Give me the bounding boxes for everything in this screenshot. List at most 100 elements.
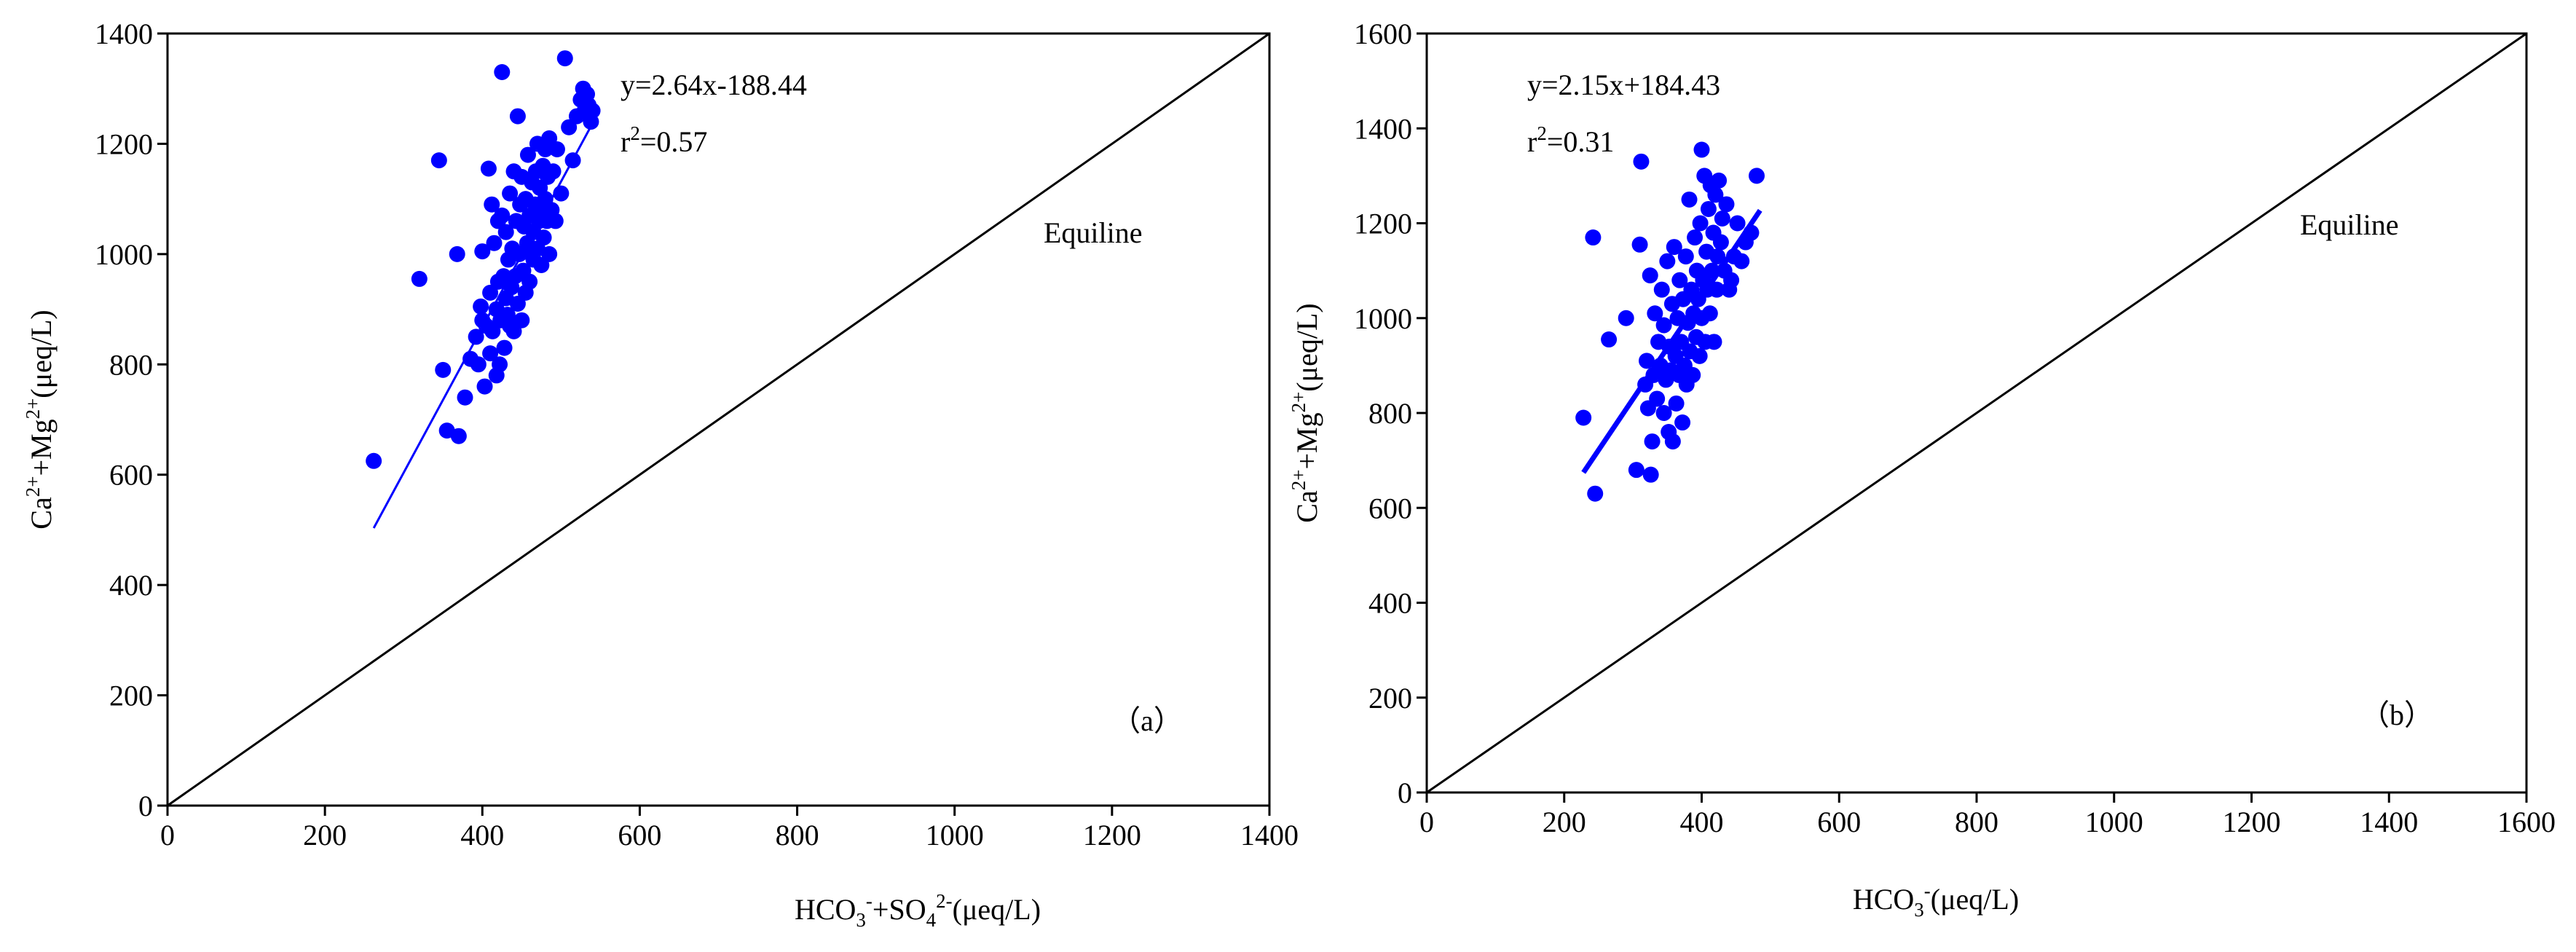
data-point [1677,248,1694,265]
y-label-part: Ca [25,497,58,530]
x-tick-label: 400 [460,819,504,851]
equiline-label: Equiline [1044,216,1143,249]
data-point [1575,409,1592,426]
panel-label: （a） [1111,704,1183,737]
x-tick-label: 800 [776,819,819,851]
data-point [548,141,565,157]
data-point [1642,466,1659,483]
data-point [468,329,484,345]
x-tick-label: 200 [1543,806,1586,838]
y-label-sup: 2+ [1288,470,1309,491]
data-point [457,389,473,406]
data-point [1644,433,1661,450]
data-point [1649,390,1666,407]
y-tick-label: 200 [1368,682,1412,715]
data-point [497,224,514,240]
x-label-sup: 2- [936,890,953,912]
data-point [1706,334,1722,350]
data-point [1664,433,1681,450]
x-label-sup: - [1924,880,1931,902]
data-point [1707,186,1724,203]
y-axis-title: Ca2++Mg2+(μeq/L) [22,310,58,529]
data-point [482,345,499,362]
y-tick-label: 600 [109,459,153,492]
data-point [450,428,467,444]
data-point [505,323,522,339]
y-label-part: Ca [1291,490,1323,523]
data-point [509,108,526,125]
data-point [1601,331,1618,348]
data-point [480,160,497,177]
data-point [496,339,513,356]
data-point [1712,234,1729,251]
data-point [1703,262,1720,279]
data-point [1655,317,1672,334]
data-point [411,270,428,287]
y-label-sup: 2+ [1288,392,1309,413]
data-point [1628,462,1645,479]
data-point [484,323,501,339]
r2-value: =0.57 [640,125,708,158]
x-tick-label: 1200 [1083,819,1141,851]
x-tick-label: 1000 [2085,806,2143,838]
data-point [1685,366,1701,383]
data-point [1666,239,1682,256]
r2-superscript: 2 [1537,122,1547,144]
y-tick-label: 0 [138,790,153,822]
data-point [1729,215,1746,232]
data-point [553,185,570,202]
y-tick-label: 400 [109,569,153,602]
data-point [1749,168,1765,184]
x-label-part: +SO [873,893,926,926]
data-point [1587,485,1604,502]
x-tick-label: 600 [618,819,661,851]
x-label-sub: 4 [926,909,937,931]
data-point [547,213,564,229]
panel-a-scatter: 0 200 400 600 800 1000 1200 1400 0 200 400 600 800 10… [22,17,1299,931]
data-point [545,163,562,180]
data-point [430,152,447,169]
data-point [1633,153,1650,170]
y-tick-label: 1400 [1354,112,1412,145]
data-point [1687,229,1703,246]
data-point [1693,141,1710,158]
data-point [494,207,511,224]
x-axis-title: HCO3-(μeq/L) [1853,880,2019,921]
x-tick-label: 1000 [926,819,984,851]
data-point [533,257,550,273]
x-label-sup: - [866,890,873,912]
data-point [1709,248,1726,265]
y-label-part: (μeq/L) [25,310,58,398]
data-point [584,103,601,119]
data-point [521,273,538,290]
data-point [476,378,493,395]
x-tick-label: 1200 [2223,806,2281,838]
data-point [1691,347,1708,364]
y-tick-label: 1200 [1354,208,1412,240]
data-point [1723,272,1740,288]
data-point [1618,310,1634,326]
regression-equation: y=2.64x-188.44 [621,68,807,101]
r2-value: =0.31 [1547,125,1615,158]
y-tick-label: 1000 [95,238,153,271]
x-label-part: (μeq/L) [1931,883,2019,916]
x-tick-label: 800 [1955,806,1998,838]
data-point [470,356,487,373]
x-label-sub: 3 [856,909,866,931]
y-tick-label: 1000 [1354,302,1412,335]
x-tick-label: 0 [160,819,175,851]
y-tick-label: 1600 [1354,17,1412,50]
panel-label: （b） [2360,699,2433,731]
data-point [1639,353,1655,369]
data-point [502,185,519,202]
y-tick-label: 800 [1368,397,1412,430]
data-point [1671,272,1688,288]
y-tick-label: 800 [109,348,153,381]
data-point [484,196,500,213]
x-tick-label: 400 [1680,806,1724,838]
data-point [556,50,573,67]
data-point [1681,191,1698,208]
data-point [513,312,530,329]
x-label-part: HCO [795,893,856,926]
